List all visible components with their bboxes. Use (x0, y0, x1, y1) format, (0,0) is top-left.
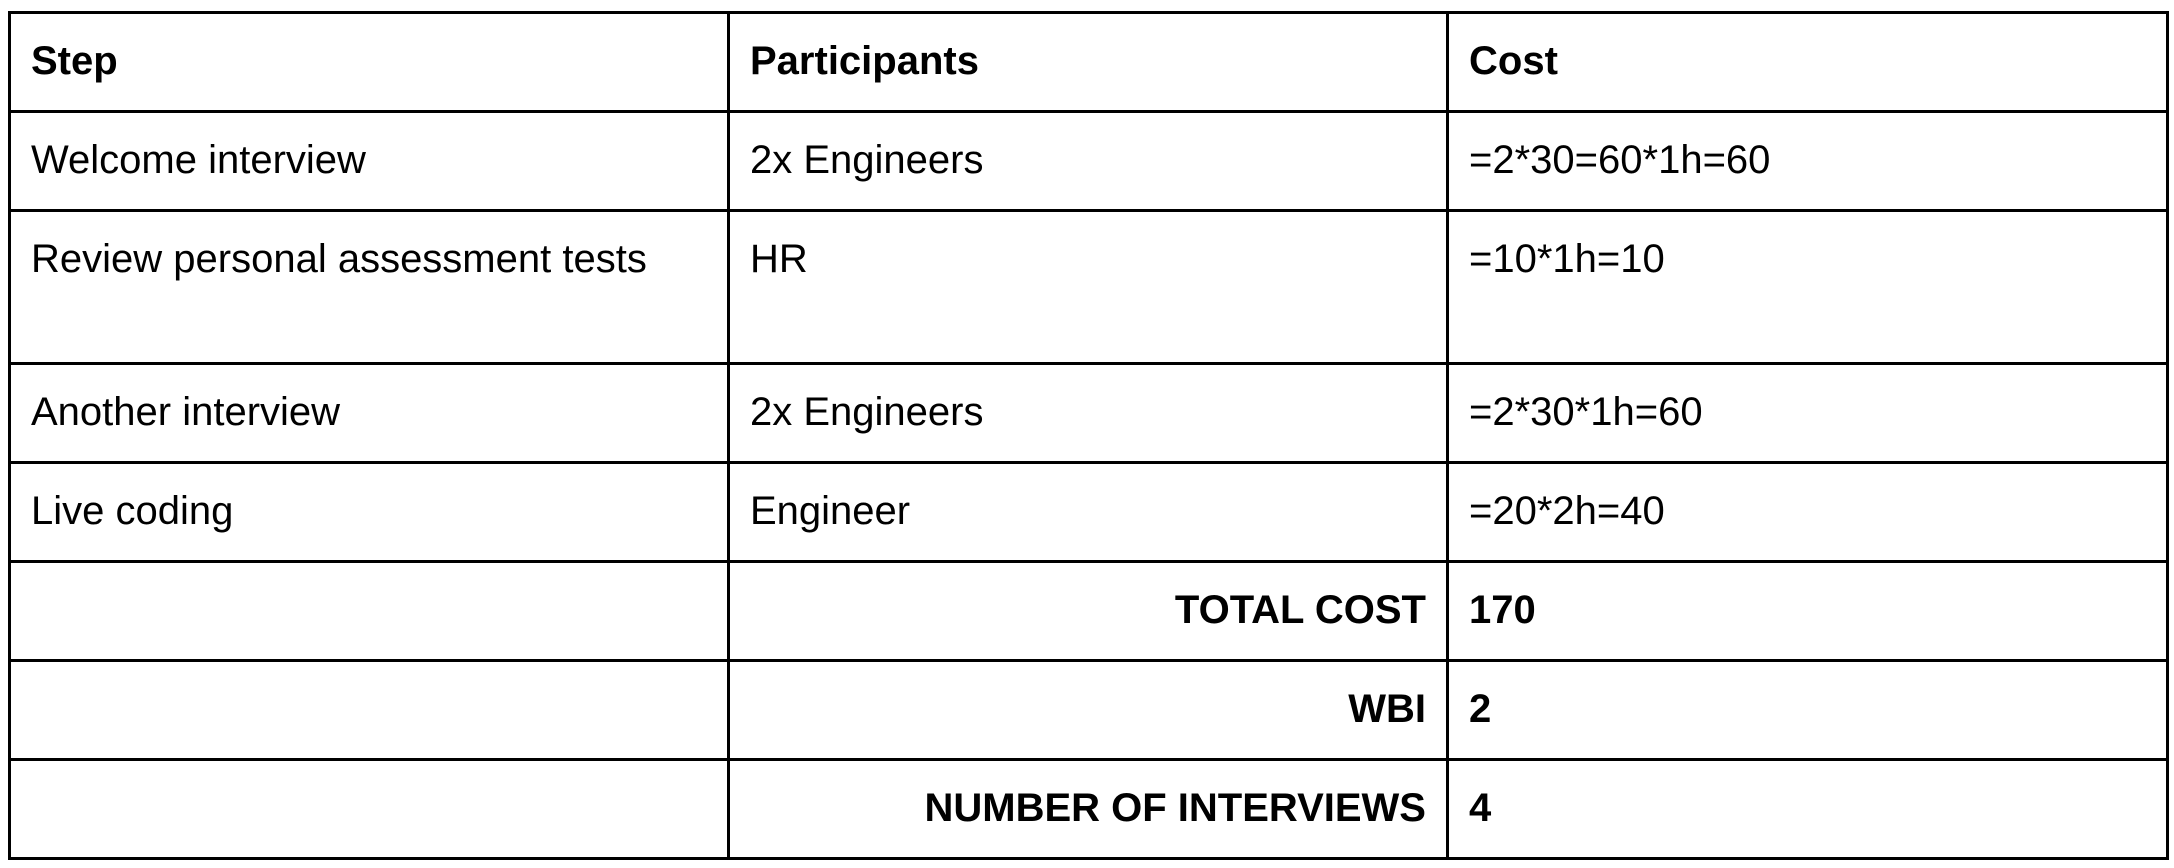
header-row: Step Participants Cost (8, 11, 2169, 113)
cell: =2*30=60*1h=60 (1446, 110, 2169, 212)
summary-row: WBI 2 (8, 659, 2169, 761)
row: Welcome interview 2x Engineers =2*30=60*… (8, 110, 2169, 212)
summary-value: 4 (1446, 758, 2169, 860)
summary-value: 2 (1446, 659, 2169, 761)
header-cell: Cost (1446, 11, 2169, 113)
cell: Welcome interview (8, 110, 730, 212)
summary-value: 170 (1446, 560, 2169, 662)
cell: Review personal assessment tests (8, 209, 730, 365)
cell: =2*30*1h=60 (1446, 362, 2169, 464)
cell: 2x Engineers (727, 110, 1449, 212)
summary-row: TOTAL COST 170 (8, 560, 2169, 662)
empty-cell (8, 560, 730, 662)
summary-label: WBI (727, 659, 1449, 761)
summary-row: NUMBER OF INTERVIEWS 4 (8, 758, 2169, 860)
cell: Engineer (727, 461, 1449, 563)
cell: =10*1h=10 (1446, 209, 2169, 365)
cell: Live coding (8, 461, 730, 563)
summary-label: TOTAL COST (727, 560, 1449, 662)
row: Another interview 2x Engineers =2*30*1h=… (8, 362, 2169, 464)
summary-label: NUMBER OF INTERVIEWS (727, 758, 1449, 860)
header-cell: Participants (727, 11, 1449, 113)
empty-cell (8, 659, 730, 761)
cost-table: Step Participants Cost Welcome interview… (8, 11, 2169, 860)
cell: 2x Engineers (727, 362, 1449, 464)
cell: HR (727, 209, 1449, 365)
row: Review personal assessment tests HR =10*… (8, 209, 2169, 365)
row: Live coding Engineer =20*2h=40 (8, 461, 2169, 563)
cell: Another interview (8, 362, 730, 464)
header-cell: Step (8, 11, 730, 113)
cell: =20*2h=40 (1446, 461, 2169, 563)
empty-cell (8, 758, 730, 860)
